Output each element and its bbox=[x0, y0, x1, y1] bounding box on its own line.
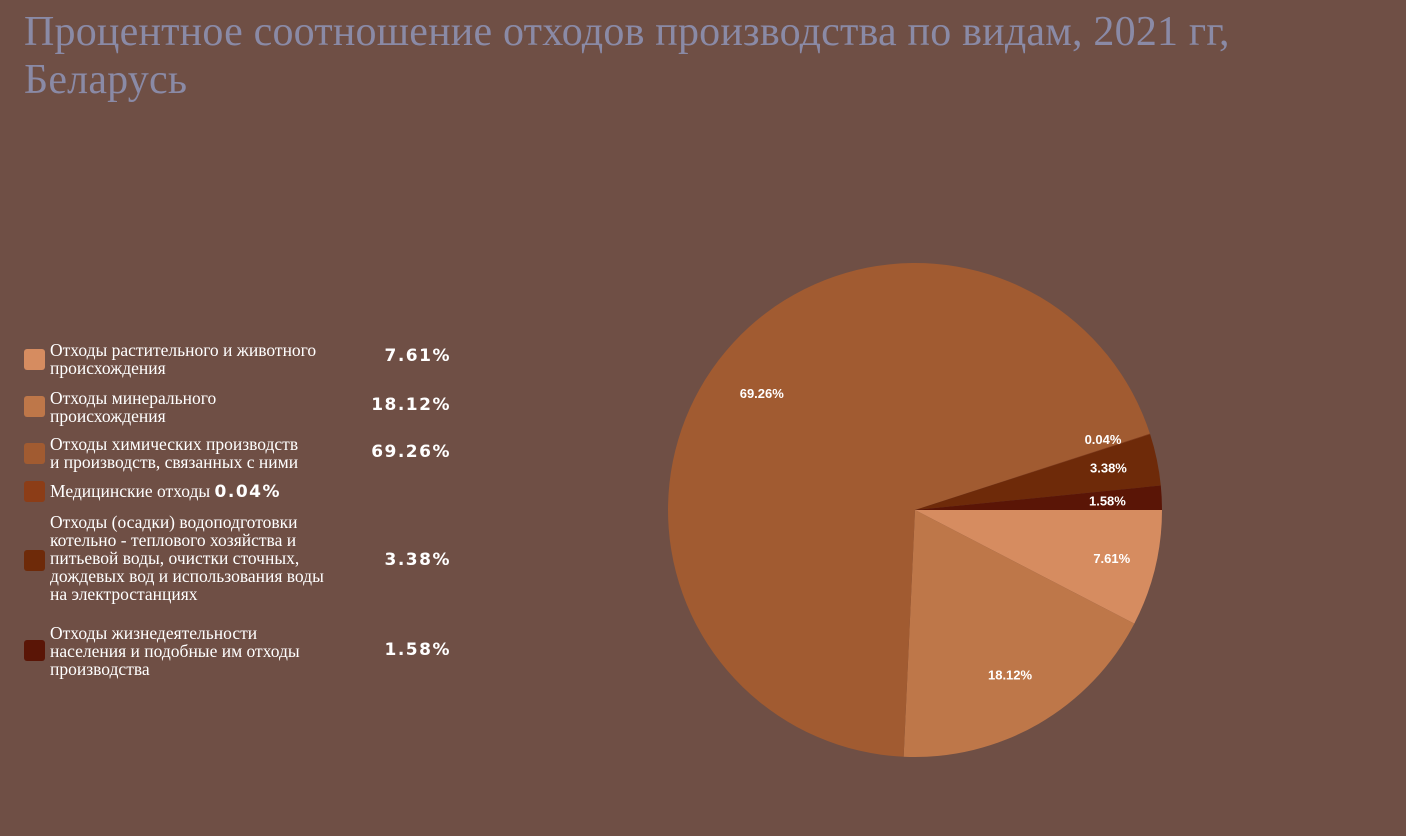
pie-slice bbox=[915, 485, 1162, 510]
slice-label: 18.12% bbox=[988, 668, 1033, 683]
legend-swatch bbox=[24, 349, 45, 370]
legend-swatch bbox=[24, 443, 45, 464]
legend: Отходы растительного и животного происхож… bbox=[24, 0, 464, 836]
chart-title: Процентное соотношение отходов производс… bbox=[24, 9, 1230, 103]
legend-label: Медицинские отходы 0.04% bbox=[50, 481, 282, 502]
legend-value: 7.61% bbox=[384, 346, 451, 366]
legend-value: 69.26% bbox=[371, 442, 451, 462]
pie-slice bbox=[667, 263, 1150, 757]
legend-swatch bbox=[24, 640, 45, 661]
slice-label: 69.26% bbox=[740, 386, 785, 401]
legend-value: 1.58% bbox=[384, 640, 451, 660]
legend-label: Отходы химических производств и производс… bbox=[50, 434, 299, 472]
legend-swatch bbox=[24, 396, 45, 417]
legend-value: 0.04% bbox=[214, 482, 282, 502]
legend-swatch bbox=[24, 550, 45, 571]
pie-slice bbox=[915, 433, 1151, 510]
slice-label: 7.61% bbox=[1093, 551, 1130, 566]
legend-value: 18.12% bbox=[371, 395, 451, 415]
legend-swatch bbox=[24, 481, 45, 502]
pie-slice bbox=[915, 510, 1162, 624]
legend-label: Отходы (осадки) водоподготовки котельно -… bbox=[50, 512, 324, 604]
slice-label: 1.58% bbox=[1089, 493, 1126, 508]
slice-label: 3.38% bbox=[1090, 461, 1127, 476]
pie-slice bbox=[903, 510, 1135, 757]
legend-label: Отходы минерального происхождения bbox=[50, 388, 217, 426]
slice-label: 0.04% bbox=[1085, 432, 1122, 447]
legend-value: 3.38% bbox=[384, 550, 451, 570]
legend-label: Отходы растительного и животного происхож… bbox=[50, 340, 317, 378]
legend-label: Отходы жизнедеятельности населения и подо… bbox=[50, 623, 300, 679]
pie-slice bbox=[915, 434, 1161, 510]
